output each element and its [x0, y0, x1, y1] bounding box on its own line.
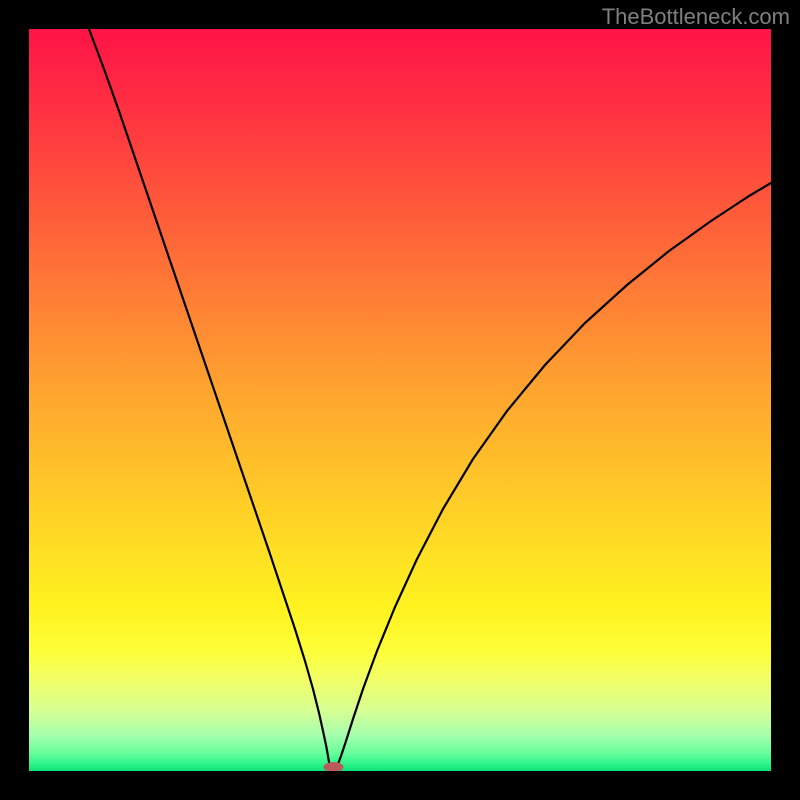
- chart-svg: [29, 29, 771, 771]
- gradient-background: [29, 29, 771, 771]
- plot-area: [29, 29, 771, 771]
- chart-frame: TheBottleneck.com: [0, 0, 800, 800]
- watermark-text: TheBottleneck.com: [602, 4, 790, 30]
